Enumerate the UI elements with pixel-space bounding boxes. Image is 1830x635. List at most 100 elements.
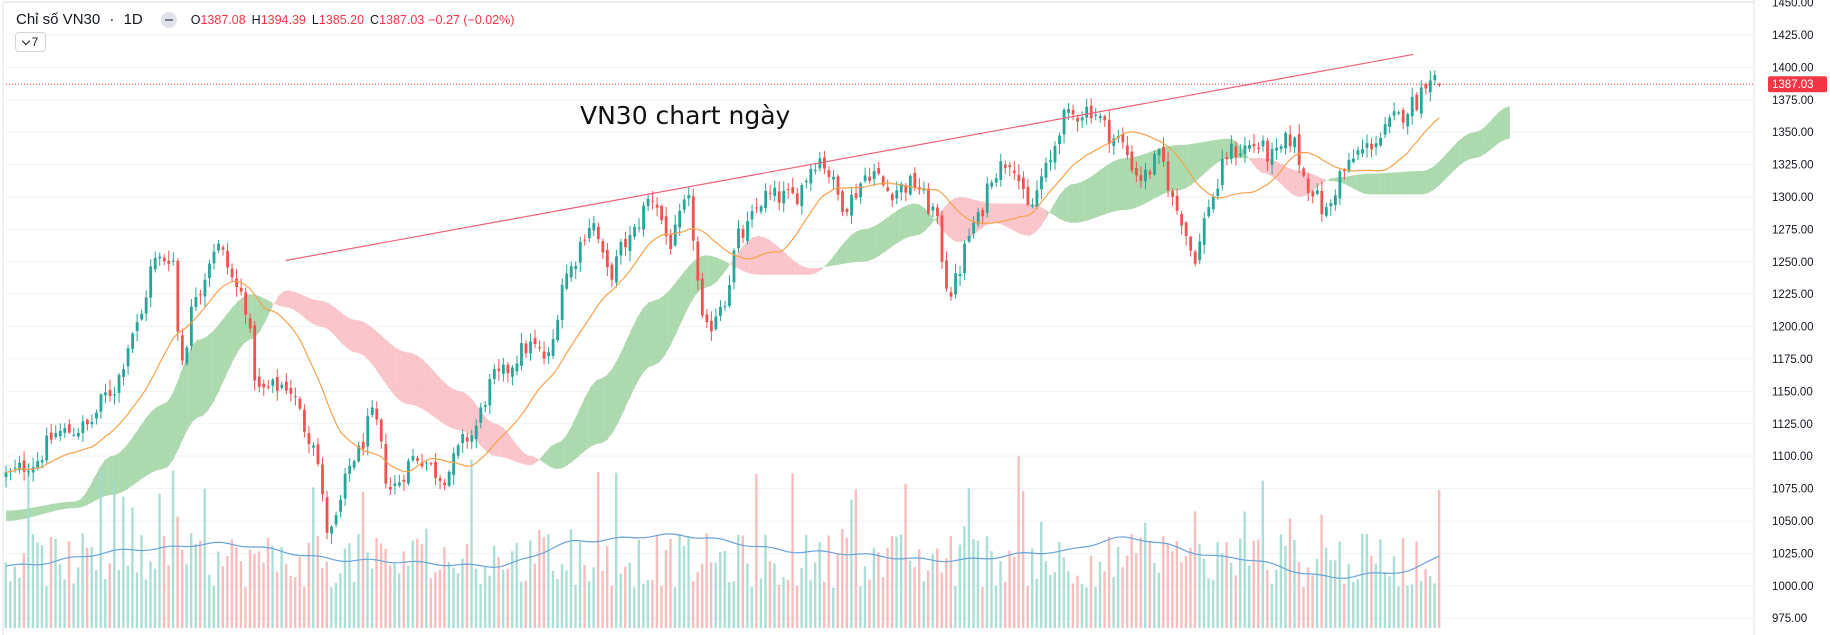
volume-bar xyxy=(1415,541,1418,628)
y-tick-label: 1150.00 xyxy=(1772,386,1813,398)
cloud-segment xyxy=(1410,171,1418,195)
cloud-segment xyxy=(306,297,314,324)
volume-bar xyxy=(1089,555,1093,628)
candle-body xyxy=(85,419,89,425)
volume-bar xyxy=(863,566,867,628)
volume-bar xyxy=(1392,556,1396,628)
visibility-toggle-icon[interactable] xyxy=(160,11,177,28)
candle-body xyxy=(271,379,275,386)
volume-bar xyxy=(954,586,957,628)
volume-bar xyxy=(1252,540,1255,628)
cloud-segment xyxy=(150,406,157,473)
volume-bar xyxy=(1288,518,1292,628)
ma-line xyxy=(5,117,1440,473)
candle-body xyxy=(266,386,270,388)
symbol-title[interactable]: Chỉ số VN30 · 1D xyxy=(16,11,143,28)
cloud-segment xyxy=(509,434,516,462)
candle-body xyxy=(628,235,632,251)
candle-body xyxy=(352,461,356,468)
volume-bar xyxy=(746,563,749,628)
cloud-segment xyxy=(844,235,851,264)
volume-bar xyxy=(1148,541,1151,628)
cloud-segment xyxy=(271,296,279,308)
cloud-segment xyxy=(1416,171,1424,195)
candle-body xyxy=(49,432,53,440)
volume-bar xyxy=(189,533,193,628)
volume-bar xyxy=(153,568,157,628)
volume-bar xyxy=(379,543,383,628)
cloud-segment xyxy=(630,318,637,396)
cloud-segment xyxy=(821,263,828,270)
high-value: 1394.39 xyxy=(260,12,306,27)
candle-body xyxy=(1171,191,1174,197)
cloud-segment xyxy=(433,371,441,422)
volume-bar xyxy=(963,526,966,628)
volume-bar xyxy=(1211,580,1215,628)
cloud-segment xyxy=(578,398,585,457)
volume-bar xyxy=(868,579,871,628)
volume-bar xyxy=(1257,539,1260,628)
volume-bar xyxy=(1031,548,1034,628)
cloud-segment xyxy=(17,509,24,521)
volume-bar xyxy=(958,544,962,628)
volume-bar xyxy=(501,569,505,628)
volume-bar xyxy=(1008,550,1011,628)
chart-annotation[interactable]: VN30 chart ngày xyxy=(580,101,791,130)
volume-bar xyxy=(1428,576,1432,628)
volume-bar xyxy=(1157,572,1160,628)
volume-bar xyxy=(809,580,812,628)
volume-bar xyxy=(542,537,546,628)
candle-body xyxy=(1315,190,1319,195)
volume-bar xyxy=(972,539,975,628)
indicator-count: 7 xyxy=(31,35,39,49)
volume-bar xyxy=(298,556,301,628)
cloud-segment xyxy=(1474,130,1481,159)
volume-bar xyxy=(1121,567,1124,628)
cloud-segment xyxy=(815,267,822,274)
cloud-segment xyxy=(167,390,175,467)
cloud-segment xyxy=(566,423,574,466)
candle-body xyxy=(1401,110,1405,123)
candle-body xyxy=(529,341,532,354)
cloud-segment xyxy=(277,290,285,307)
candle-body xyxy=(4,472,8,478)
candle-body xyxy=(76,432,80,437)
cloud-segment xyxy=(561,434,568,469)
volume-bar xyxy=(832,587,835,628)
candle-body xyxy=(248,318,252,329)
last-price-label: 1387.03 xyxy=(1772,79,1814,91)
candle-body xyxy=(678,210,682,228)
volume-bar xyxy=(1116,547,1120,628)
candle-body xyxy=(1166,161,1170,191)
candle-body xyxy=(407,460,410,484)
candle-body xyxy=(520,343,523,366)
volume-bar xyxy=(994,585,998,628)
candle-body xyxy=(1333,195,1337,206)
volume-bar xyxy=(76,567,80,628)
cloud-segment xyxy=(954,197,961,243)
volume-bar xyxy=(221,566,225,628)
volume-bar xyxy=(316,536,319,628)
cloud-segment xyxy=(439,377,447,426)
volume-bar xyxy=(556,579,559,628)
indicators-collapse-button[interactable]: 7 xyxy=(15,32,46,52)
volume-bar xyxy=(49,536,53,628)
candle-body xyxy=(158,256,162,259)
volume-bar xyxy=(411,540,414,628)
volume-bar xyxy=(244,587,247,628)
candle-body xyxy=(746,221,749,241)
candle-body xyxy=(610,264,614,280)
cloud-segment xyxy=(740,242,747,273)
candle-body xyxy=(646,198,650,207)
candlesticks xyxy=(4,70,1441,544)
volume-bar xyxy=(239,561,243,628)
volume-bar xyxy=(330,587,333,628)
volume-bar xyxy=(343,548,347,628)
candle-body xyxy=(1012,170,1016,173)
candle-body xyxy=(791,187,795,194)
cloud-segment xyxy=(746,237,753,275)
candle-body xyxy=(58,430,62,437)
cloud-segment xyxy=(318,300,325,328)
moving-average xyxy=(5,117,1440,473)
